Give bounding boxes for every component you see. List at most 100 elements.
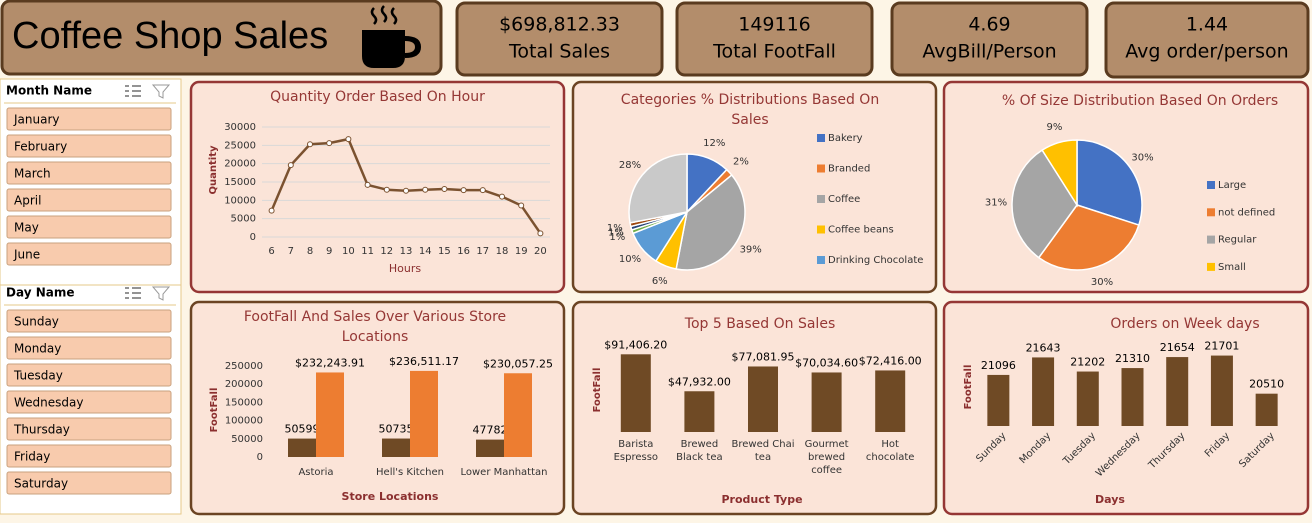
line-point	[326, 140, 333, 147]
slicer-item[interactable]: March	[6, 161, 172, 185]
slicer-item[interactable]: Friday	[6, 444, 172, 468]
chart-title-box: Top 5 Based On Sales	[685, 316, 835, 332]
slicer-item[interactable]: Thursday	[6, 417, 172, 441]
line-point	[537, 230, 544, 237]
bar	[811, 372, 842, 432]
data-label: $236,511.17	[389, 355, 459, 368]
y-tick-label: 5000	[231, 214, 256, 225]
x-tick-label: 16	[457, 246, 470, 257]
bar	[1121, 368, 1144, 426]
line-point	[345, 136, 352, 143]
legend-swatch	[817, 225, 825, 234]
legend-swatch	[817, 134, 825, 142]
x-tick-label-box: Brewed Black tea	[676, 439, 722, 463]
legend-label: Regular	[1218, 235, 1257, 246]
y-tick-label: 250000	[225, 361, 263, 372]
legend-label: Coffee	[828, 194, 860, 205]
pie-slice	[628, 153, 688, 224]
slicer-item-label: Thursday	[13, 423, 70, 437]
legend-swatch	[1207, 262, 1215, 271]
legend-swatch	[817, 195, 825, 203]
line-point	[307, 141, 313, 148]
slicer-item[interactable]: Wednesday	[6, 390, 172, 414]
data-label: 21643	[1026, 341, 1061, 354]
x-tick-label: 20	[534, 246, 547, 257]
data-label: 1%	[609, 232, 625, 243]
x-tick-label: Hell's Kitchen	[376, 467, 444, 478]
data-label: 30%	[1091, 277, 1113, 288]
bar	[1166, 357, 1189, 426]
slicer-button	[6, 336, 172, 360]
x-tick-label: Brewed Chai tea	[731, 439, 795, 463]
x-tick-label: 7	[288, 246, 294, 257]
slicer-button	[6, 309, 172, 333]
line-point	[403, 187, 409, 194]
line-point	[499, 193, 505, 200]
slicer-item[interactable]: April	[6, 188, 172, 212]
slicer-item[interactable]: January	[6, 107, 172, 131]
slicer-item[interactable]: May	[6, 215, 172, 239]
bar	[476, 439, 504, 457]
chart-title-box: % Of Size Distribution Based On Orders	[1002, 93, 1278, 109]
line-point	[364, 181, 371, 188]
slicer-item[interactable]: Saturday	[6, 471, 172, 495]
data-label: 21096	[981, 359, 1016, 372]
kpi-card	[455, 1, 664, 77]
chart-title-box: Categories % Distributions Based On Sale…	[620, 92, 880, 128]
y-tick-label: 50000	[231, 434, 263, 445]
chart-title: Orders on Week days	[1110, 316, 1260, 332]
slicer-item[interactable]: June	[6, 242, 172, 266]
slicer-button	[6, 417, 172, 441]
kpi-label: Avg order/person	[1125, 41, 1288, 63]
slicer-item-label: Saturday	[14, 477, 68, 491]
x-tick-label: 17	[476, 246, 489, 257]
chart-title: Categories % Distributions Based On Sale…	[620, 92, 880, 128]
slicer-button	[6, 471, 172, 495]
x-tick-label: Barista Espresso	[613, 439, 659, 463]
chart-title-box: FootFall And Sales Over Various Store Lo…	[244, 309, 506, 345]
slicer-button	[6, 390, 172, 414]
y-tick-label: 200000	[225, 379, 263, 390]
kpi-value: 149116	[738, 14, 811, 36]
data-label: $232,243.91	[295, 356, 365, 369]
slicer-item[interactable]: Sunday	[6, 309, 172, 333]
y-axis-label: Quantity	[208, 145, 219, 194]
legend-label: Large	[1218, 180, 1246, 191]
coffee-cup-icon	[362, 5, 421, 68]
slicer-item-label: May	[14, 221, 39, 235]
line-point	[441, 185, 448, 192]
cup-handle	[405, 36, 421, 58]
slicer-button	[6, 188, 172, 212]
data-label: $77,081.95	[732, 350, 795, 363]
data-label: 39%	[740, 245, 762, 256]
clear-filter-icon	[151, 286, 171, 301]
pie-slice	[1076, 139, 1143, 227]
kpi-card	[675, 1, 874, 77]
slicer-item-label: April	[14, 194, 41, 208]
chart-title-box: Quantity Order Based On Hour	[270, 89, 485, 105]
line-point	[479, 187, 486, 194]
legend-label: not defined	[1218, 207, 1275, 218]
data-label: 12%	[703, 138, 725, 149]
legend-swatch	[817, 164, 825, 173]
y-tick-label: 20000	[224, 159, 256, 170]
data-label: $91,406.20	[604, 338, 667, 351]
slicer-button	[6, 134, 172, 158]
legend-label: Branded	[828, 164, 870, 175]
data-label: 2%	[733, 156, 749, 167]
slicer-item[interactable]: Tuesday	[6, 363, 172, 387]
data-label: 28%	[619, 160, 641, 171]
x-tick-label: 14	[419, 246, 432, 257]
y-axis-label: FootFall	[209, 388, 220, 433]
data-label: 21310	[1115, 352, 1150, 365]
data-label: 21202	[1070, 356, 1105, 369]
legend-swatch	[1207, 181, 1215, 189]
bar	[1255, 393, 1278, 426]
slicer-item[interactable]: February	[6, 134, 172, 158]
header-title: Coffee Shop Sales	[12, 15, 328, 57]
data-label: 10%	[619, 254, 641, 265]
data-label: 50599	[285, 423, 320, 436]
slicer-item[interactable]: Monday	[6, 336, 172, 360]
